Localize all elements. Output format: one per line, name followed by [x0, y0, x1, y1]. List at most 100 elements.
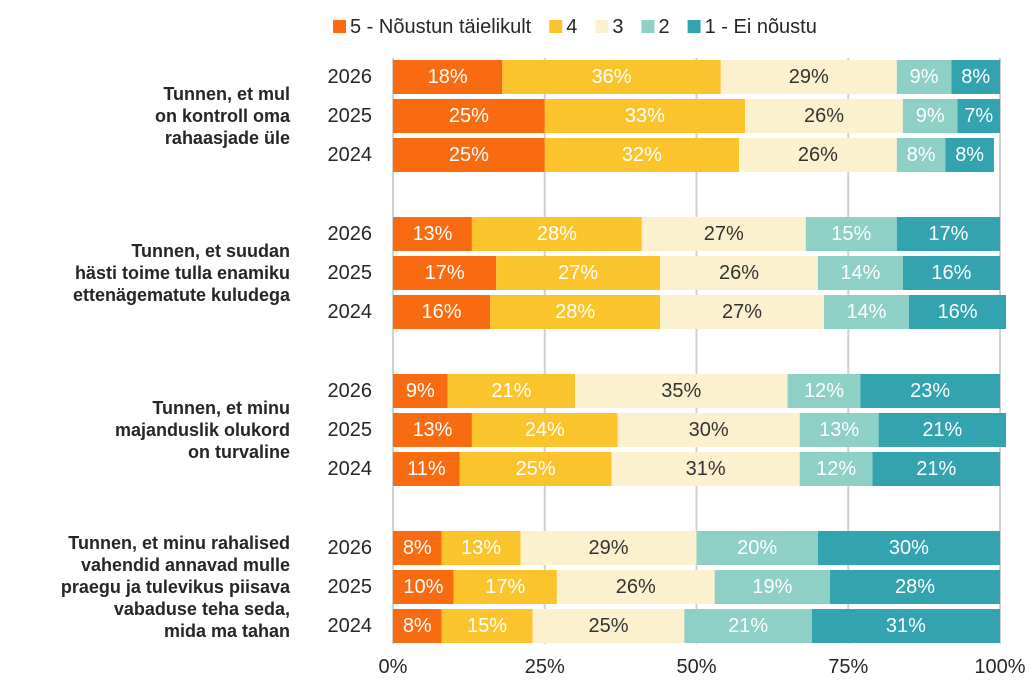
- bar-segment: [496, 256, 661, 290]
- bar-segment: [441, 609, 533, 643]
- data-label: 26%: [804, 105, 844, 127]
- bar-segment: [896, 217, 1000, 251]
- data-label: 28%: [537, 223, 577, 245]
- bar-segment: [817, 256, 903, 290]
- data-label: 36%: [592, 66, 632, 88]
- legend-label: 3: [612, 16, 623, 38]
- bar-segment: [393, 531, 442, 565]
- bar-segment: [641, 217, 806, 251]
- bar-segment: [532, 609, 685, 643]
- data-label: 19%: [752, 576, 792, 598]
- data-label: 25%: [449, 105, 489, 127]
- legend-swatch: [595, 20, 609, 33]
- bar-segment: [945, 138, 994, 172]
- bar-segment: [393, 217, 472, 251]
- year-label: 2025: [328, 419, 373, 441]
- data-label: 30%: [889, 537, 929, 559]
- bar-segment: [544, 99, 746, 133]
- bar-segment: [696, 531, 818, 565]
- bar-segment: [393, 452, 460, 486]
- bar-segment: [902, 99, 958, 133]
- data-label: 27%: [558, 262, 598, 284]
- bar-segment: [811, 609, 1000, 643]
- bar-segment: [490, 295, 661, 329]
- data-label: 17%: [425, 262, 465, 284]
- bar-segment: [471, 413, 618, 447]
- bar-segment: [902, 256, 1000, 290]
- bar-segment: [471, 217, 642, 251]
- bar-segment: [878, 413, 1007, 447]
- group-label: Tunnen, et minu majanduslik olukord on t…: [114, 398, 290, 462]
- bar-segment: [556, 570, 715, 604]
- year-label: 2025: [328, 576, 373, 598]
- bar-segment: [805, 217, 897, 251]
- year-label: 2024: [328, 144, 373, 166]
- data-label: 11%: [407, 458, 446, 480]
- data-label: 31%: [886, 615, 926, 637]
- year-label: 2026: [328, 380, 373, 402]
- data-label: 15%: [831, 223, 871, 245]
- bar-segment: [799, 452, 873, 486]
- bar-segment: [617, 413, 800, 447]
- data-label: 26%: [616, 576, 656, 598]
- data-label: 7%: [964, 105, 993, 127]
- bar-segment: [611, 452, 800, 486]
- data-label: 20%: [737, 537, 777, 559]
- x-tick-label: 0%: [379, 656, 408, 678]
- bar-segment: [459, 452, 612, 486]
- group-label: Tunnen, et suudan hästi toime tulla enam…: [72, 241, 290, 305]
- data-label: 9%: [406, 380, 435, 402]
- data-label: 27%: [722, 301, 762, 323]
- data-label: 9%: [910, 66, 939, 88]
- bar-segment: [393, 256, 497, 290]
- legend-label: 4: [566, 16, 577, 38]
- data-label: 21%: [728, 615, 768, 637]
- data-label: 31%: [686, 458, 726, 480]
- bar-segment: [393, 138, 545, 172]
- x-tick-label: 50%: [676, 656, 716, 678]
- bar-segment: [799, 413, 879, 447]
- bar-segment: [745, 99, 903, 133]
- data-label: 14%: [846, 301, 886, 323]
- bar-segment: [544, 138, 739, 172]
- data-label: 13%: [819, 419, 859, 441]
- legend-label: 5 - Nõustun täielikult: [350, 16, 532, 38]
- data-label: 28%: [555, 301, 595, 323]
- bar-segment: [908, 295, 1007, 329]
- bar-segment: [720, 60, 897, 94]
- bar-segment: [453, 570, 557, 604]
- bar-segment: [441, 531, 521, 565]
- bar-segment: [393, 609, 442, 643]
- data-label: 8%: [403, 537, 432, 559]
- data-label: 26%: [719, 262, 759, 284]
- data-label: 13%: [412, 223, 452, 245]
- year-label: 2026: [328, 223, 373, 245]
- legend-swatch: [333, 20, 346, 33]
- data-label: 21%: [491, 380, 531, 402]
- legend-swatch: [549, 20, 563, 33]
- year-label: 2026: [328, 537, 373, 559]
- bar-segment: [957, 99, 1000, 133]
- data-label: 13%: [461, 537, 501, 559]
- data-label: 33%: [625, 105, 665, 127]
- bar-segment: [393, 413, 472, 447]
- data-label: 25%: [516, 458, 556, 480]
- data-label: 17%: [928, 223, 968, 245]
- data-label: 8%: [403, 615, 432, 637]
- bar-segment: [823, 295, 909, 329]
- year-label: 2025: [328, 262, 373, 284]
- bar-segment: [502, 60, 721, 94]
- data-label: 29%: [588, 537, 628, 559]
- data-label: 16%: [931, 262, 971, 284]
- data-label: 8%: [961, 66, 990, 88]
- legend-swatch: [641, 20, 655, 33]
- x-tick-label: 75%: [828, 656, 868, 678]
- x-tick-label: 100%: [974, 656, 1025, 678]
- bar-segment: [393, 60, 503, 94]
- year-label: 2025: [328, 105, 373, 127]
- group-label: Tunnen, et minu rahalised vahendid annav…: [60, 533, 290, 641]
- data-label: 25%: [588, 615, 628, 637]
- year-label: 2024: [328, 615, 373, 637]
